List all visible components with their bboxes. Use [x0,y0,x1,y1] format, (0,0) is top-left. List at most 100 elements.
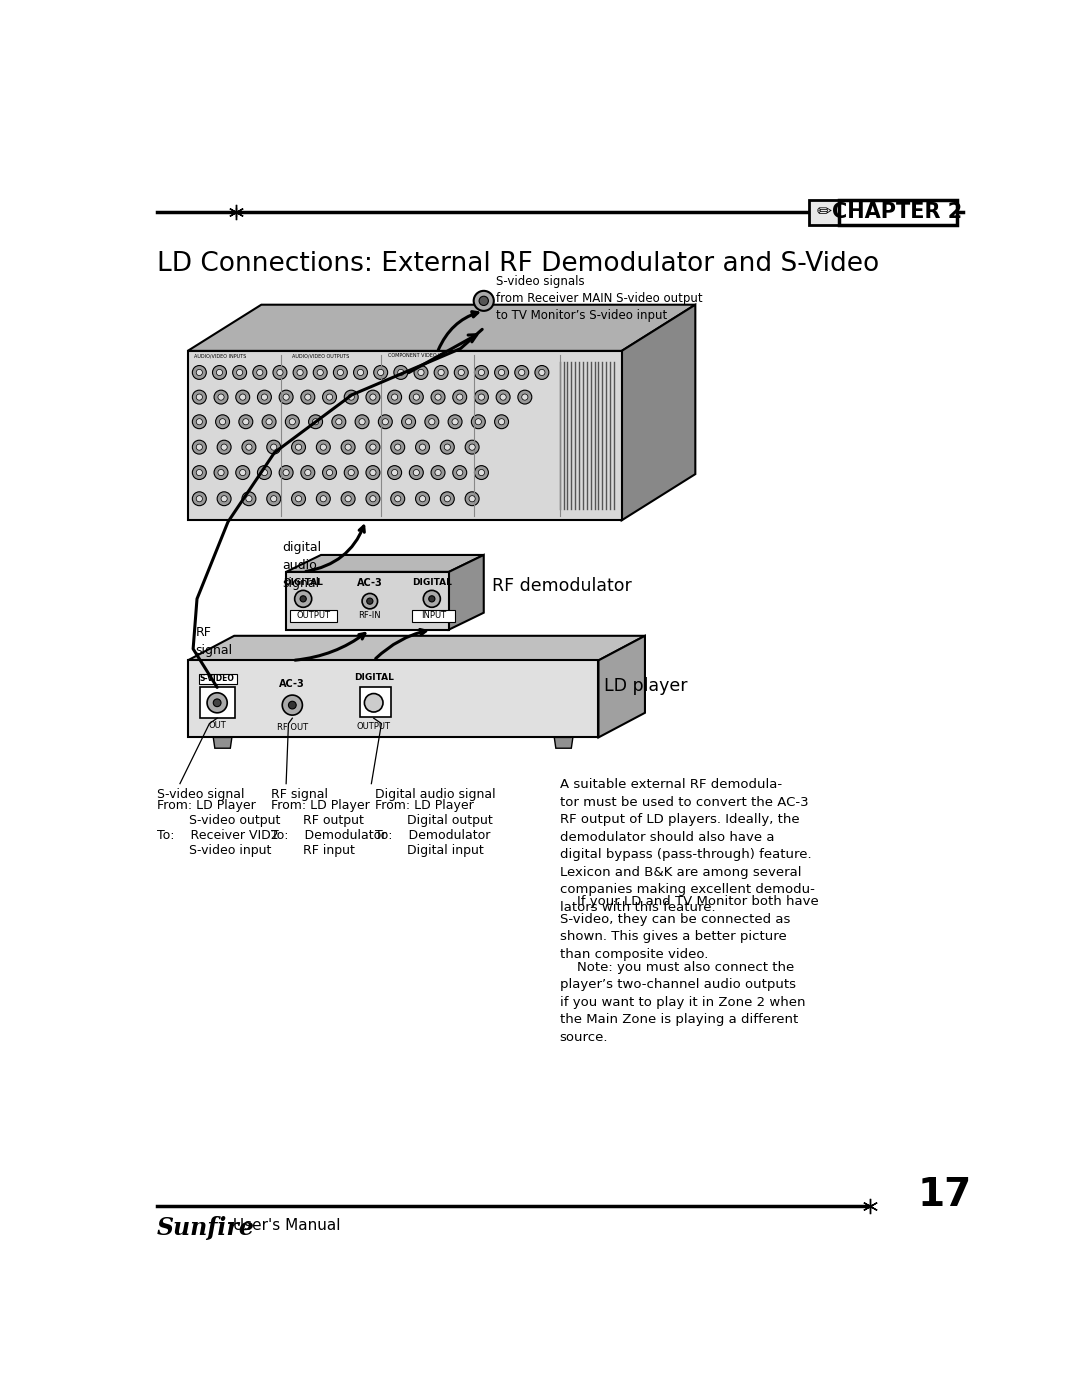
Circle shape [192,366,206,380]
Circle shape [305,469,311,475]
Circle shape [235,390,249,404]
Circle shape [357,369,364,376]
Circle shape [214,390,228,404]
Circle shape [283,469,289,475]
Circle shape [416,492,430,506]
Text: From: LD Player
        S-video output
To:    Receiver VID2
        S-video inpu: From: LD Player S-video output To: Recei… [157,799,280,856]
Circle shape [301,390,314,404]
Circle shape [475,419,482,425]
Bar [809,200,839,225]
Circle shape [276,369,283,376]
Text: CHAPTER 2: CHAPTER 2 [833,203,962,222]
Text: RF-IN: RF-IN [359,612,381,620]
Circle shape [522,394,528,400]
Text: S-VIDEO: S-VIDEO [200,675,234,683]
Circle shape [261,394,268,400]
Text: DIGITAL: DIGITAL [354,673,393,682]
Circle shape [441,492,455,506]
Circle shape [362,594,378,609]
Circle shape [366,465,380,479]
Circle shape [292,492,306,506]
Circle shape [478,469,485,475]
Text: COMPONENT VIDEO IN: COMPONENT VIDEO IN [388,353,443,358]
FancyArrowPatch shape [408,335,476,373]
Text: OUTPUT: OUTPUT [356,722,391,731]
Circle shape [369,469,376,475]
Circle shape [469,496,475,502]
Circle shape [243,419,248,425]
Circle shape [499,419,504,425]
Bar [199,673,238,685]
Circle shape [353,366,367,380]
Bar [839,200,957,225]
Circle shape [257,390,271,404]
Circle shape [289,419,296,425]
Circle shape [334,366,348,380]
Text: OUT: OUT [208,721,226,731]
Circle shape [197,444,202,450]
Circle shape [496,390,510,404]
Circle shape [197,394,202,400]
Circle shape [318,369,323,376]
Circle shape [391,440,405,454]
Bar [200,687,235,718]
Circle shape [246,444,252,450]
Circle shape [394,366,408,380]
Circle shape [448,415,462,429]
Circle shape [438,369,444,376]
Circle shape [394,444,401,450]
Circle shape [455,366,469,380]
Circle shape [242,440,256,454]
Circle shape [253,366,267,380]
Circle shape [219,419,226,425]
Circle shape [378,415,392,429]
Circle shape [296,496,301,502]
Circle shape [419,496,426,502]
Circle shape [392,394,397,400]
Circle shape [267,440,281,454]
Circle shape [279,465,293,479]
Circle shape [429,419,435,425]
Circle shape [402,415,416,429]
Circle shape [423,591,441,608]
Circle shape [218,394,225,400]
Circle shape [345,444,351,450]
Text: LD Connections: External RF Demodulator and S-Video: LD Connections: External RF Demodulator … [157,251,879,277]
Text: AUDIO/VIDEO OUTPUTS: AUDIO/VIDEO OUTPUTS [293,353,350,358]
Circle shape [366,440,380,454]
Circle shape [240,394,246,400]
Circle shape [517,390,531,404]
Bar [188,661,598,738]
Circle shape [218,469,225,475]
Circle shape [323,390,337,404]
Circle shape [478,369,485,376]
Text: RF
signal: RF signal [195,626,232,657]
Circle shape [397,369,404,376]
Bar [286,571,449,630]
Circle shape [316,492,330,506]
Text: AC-3: AC-3 [280,679,306,689]
Circle shape [515,366,529,380]
Circle shape [197,369,202,376]
Text: From: LD Player
        Digital output
To:    Demodulator
        Digital input: From: LD Player Digital output To: Demod… [375,799,492,856]
Circle shape [285,415,299,429]
Circle shape [388,465,402,479]
Text: AUDIO/VIDEO INPUTS: AUDIO/VIDEO INPUTS [194,353,246,358]
Circle shape [495,366,509,380]
Circle shape [213,366,227,380]
Circle shape [336,419,342,425]
Text: DIGITAL: DIGITAL [411,578,451,587]
Circle shape [312,419,319,425]
Circle shape [499,369,504,376]
Circle shape [192,465,206,479]
Polygon shape [598,636,645,738]
Circle shape [348,394,354,400]
Circle shape [246,496,252,502]
Circle shape [444,496,450,502]
Circle shape [480,296,488,306]
Circle shape [332,415,346,429]
Circle shape [221,444,227,450]
Circle shape [431,390,445,404]
Text: S-video signals
from Receiver MAIN S-video output
to TV Monitor’s S-video input: S-video signals from Receiver MAIN S-vid… [496,275,703,323]
Circle shape [367,598,373,605]
